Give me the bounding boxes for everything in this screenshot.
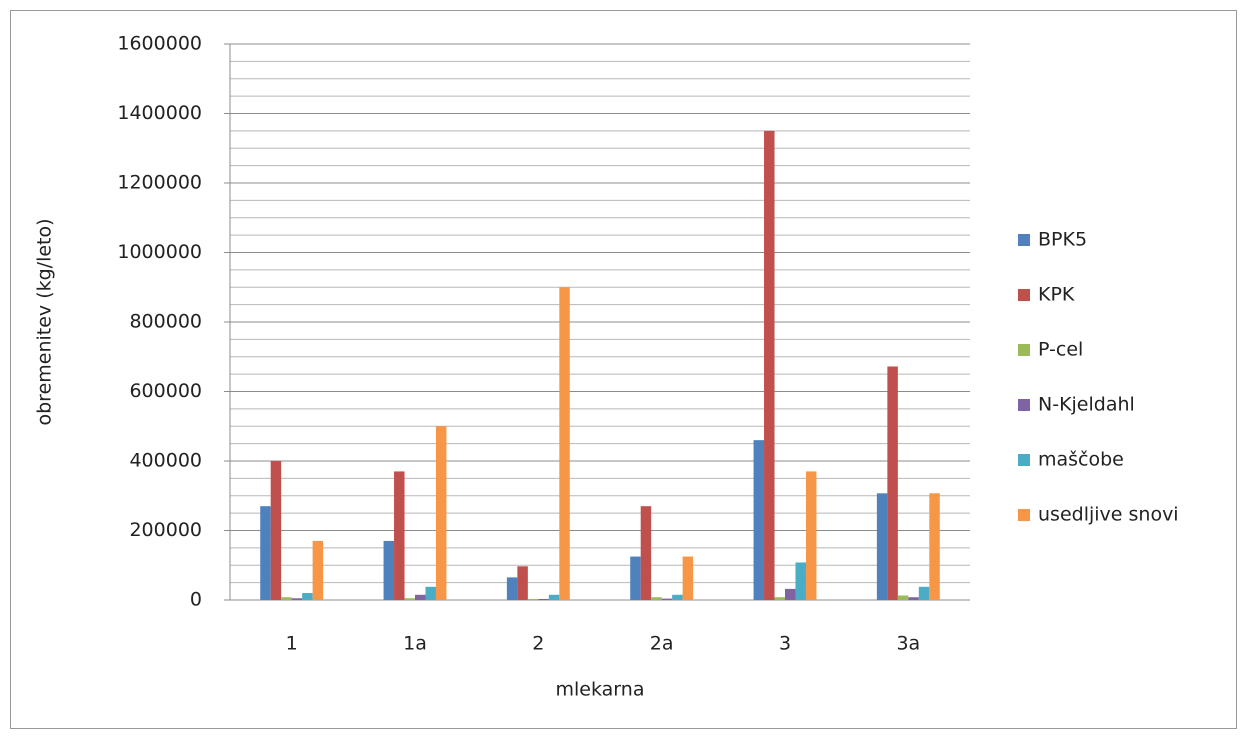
legend-swatch bbox=[1018, 344, 1030, 356]
chart-border bbox=[10, 10, 1237, 729]
x-tick-label: 1a bbox=[403, 633, 427, 655]
bar bbox=[517, 566, 528, 600]
y-tick-label: 1200000 bbox=[117, 172, 202, 194]
y-tick-label: 200000 bbox=[129, 519, 202, 541]
legend-label: KPK bbox=[1038, 284, 1075, 306]
bar bbox=[661, 598, 673, 600]
bar bbox=[672, 594, 683, 600]
y-tick-label: 1400000 bbox=[117, 102, 202, 124]
y-tick-label: 800000 bbox=[129, 311, 202, 333]
legend-label: usedljive snovi bbox=[1038, 504, 1179, 526]
bar bbox=[548, 594, 560, 600]
legend-swatch bbox=[1018, 454, 1030, 466]
bar bbox=[640, 506, 652, 600]
bar bbox=[795, 562, 806, 600]
bar bbox=[887, 366, 898, 600]
bar bbox=[394, 471, 405, 600]
bar bbox=[270, 461, 282, 600]
legend-swatch bbox=[1018, 234, 1030, 246]
bar bbox=[908, 597, 919, 600]
bar bbox=[527, 598, 539, 600]
legend-swatch bbox=[1018, 509, 1030, 521]
bar bbox=[651, 597, 662, 600]
bar bbox=[260, 506, 271, 600]
y-axis-title: obremenitev (kg/leto) bbox=[34, 218, 56, 425]
bar bbox=[764, 130, 775, 600]
legend-label: BPK5 bbox=[1038, 229, 1087, 251]
legend-label: maščobe bbox=[1038, 449, 1124, 471]
bar bbox=[897, 595, 909, 600]
y-tick-label: 400000 bbox=[129, 450, 202, 472]
bar bbox=[682, 556, 694, 600]
bar bbox=[630, 556, 641, 600]
x-tick-label: 3a bbox=[896, 633, 920, 655]
x-tick-label: 2 bbox=[532, 633, 544, 655]
bar bbox=[538, 598, 549, 600]
bar bbox=[404, 598, 415, 600]
bar bbox=[805, 471, 817, 600]
legend-swatch bbox=[1018, 289, 1030, 301]
bar bbox=[383, 540, 395, 600]
bar bbox=[435, 426, 447, 600]
x-tick-label: 2a bbox=[650, 633, 674, 655]
bar bbox=[785, 588, 796, 600]
bar bbox=[302, 593, 313, 600]
bar bbox=[425, 586, 436, 600]
bar bbox=[918, 586, 930, 600]
x-tick-label: 3 bbox=[779, 633, 791, 655]
x-tick-label: 1 bbox=[286, 633, 298, 655]
y-tick-label: 0 bbox=[190, 589, 202, 611]
bar bbox=[415, 594, 426, 600]
y-tick-label: 600000 bbox=[129, 380, 202, 402]
legend-label: P-cel bbox=[1038, 339, 1083, 361]
bar bbox=[559, 287, 570, 600]
bar bbox=[291, 598, 303, 600]
x-axis-title: mlekarna bbox=[556, 679, 645, 701]
legend-swatch bbox=[1018, 399, 1030, 411]
y-tick-label: 1000000 bbox=[117, 241, 202, 263]
bar bbox=[929, 493, 940, 600]
bar bbox=[281, 597, 292, 600]
bar bbox=[506, 577, 518, 600]
bar bbox=[312, 540, 324, 600]
bar bbox=[753, 440, 765, 600]
legend-label: N-Kjeldahl bbox=[1038, 394, 1135, 416]
bar bbox=[876, 493, 888, 600]
y-tick-label: 1600000 bbox=[117, 33, 202, 55]
bar bbox=[774, 597, 785, 600]
